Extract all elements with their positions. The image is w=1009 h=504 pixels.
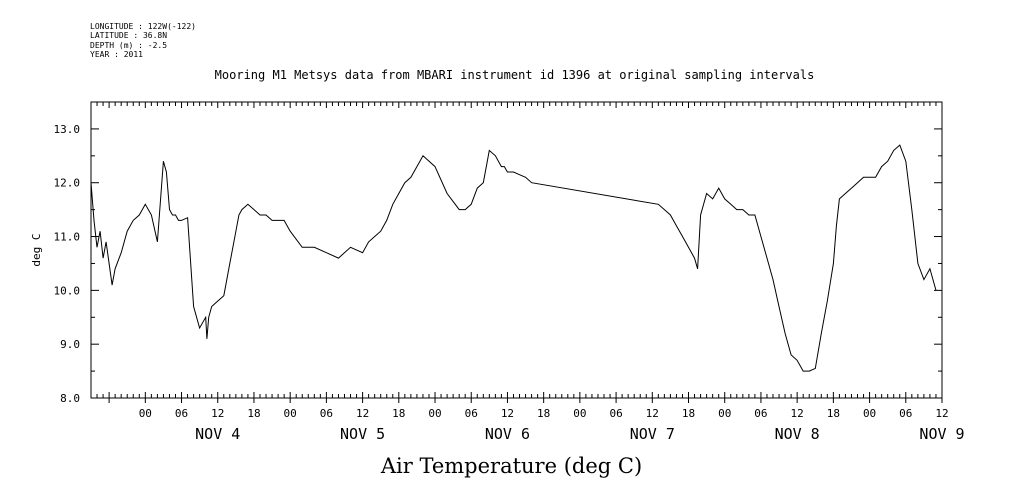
x-tick-label: 06 xyxy=(465,407,478,420)
x-tick-label: 06 xyxy=(175,407,188,420)
y-axis-label: deg C xyxy=(30,233,43,266)
x-tick-label: 18 xyxy=(392,407,405,420)
x-tick-label: 00 xyxy=(139,407,152,420)
day-label: NOV 4 xyxy=(195,425,240,443)
plot-frame xyxy=(90,101,943,399)
y-tick-label: 9.0 xyxy=(60,338,80,351)
x-tick-label: 18 xyxy=(682,407,695,420)
x-tick-label: 00 xyxy=(428,407,441,420)
x-tick-label: 12 xyxy=(646,407,659,420)
y-tick-label: 11.0 xyxy=(54,231,81,244)
y-tick-label: 10.0 xyxy=(54,284,81,297)
x-tick-label: 12 xyxy=(356,407,369,420)
x-tick-label: 06 xyxy=(320,407,333,420)
x-tick-label: 00 xyxy=(573,407,586,420)
x-tick-label: 18 xyxy=(247,407,260,420)
x-tick-label: 18 xyxy=(827,407,840,420)
x-tick-label: 12 xyxy=(501,407,514,420)
x-tick-label: 12 xyxy=(935,407,948,420)
year-label: YEAR : 2011 xyxy=(90,49,143,59)
x-tick-label: 06 xyxy=(899,407,912,420)
day-label: NOV 9 xyxy=(919,425,964,443)
x-tick-label: 00 xyxy=(863,407,876,420)
x-tick-label: 18 xyxy=(537,407,550,420)
y-tick-label: 8.0 xyxy=(60,392,80,405)
latitude-label: LATITUDE : 36.8N xyxy=(90,31,168,41)
variable-title: Air Temperature (deg C) xyxy=(380,454,643,478)
day-label: NOV 6 xyxy=(485,425,530,443)
x-tick-label: 12 xyxy=(791,407,804,420)
axis-labels: 00 06 12 18 00 06 12 18 00 06 12 18 00 06 12 18 00 06 12 18… xyxy=(54,123,965,443)
day-label: NOV 8 xyxy=(775,425,820,443)
y-tick-label: 13.0 xyxy=(54,123,81,136)
day-label: NOV 7 xyxy=(630,425,675,443)
axis-ticks xyxy=(90,102,943,403)
depth-label: DEPTH (m) : -2.5 xyxy=(90,40,168,50)
x-tick-label: 06 xyxy=(754,407,767,420)
y-tick-label: 12.0 xyxy=(54,177,81,190)
day-label: NOV 5 xyxy=(340,425,385,443)
chart-title: Mooring M1 Metsys data from MBARI instru… xyxy=(214,68,815,82)
metadata-block: LONGITUDE : 122W(-122) LATITUDE : 36.8N DE… xyxy=(90,22,196,59)
x-tick-label: 00 xyxy=(284,407,297,420)
series-line-0 xyxy=(90,144,937,372)
longitude-label: LONGITUDE : 122W(-122) xyxy=(90,22,196,31)
x-tick-label: 00 xyxy=(718,407,731,420)
x-tick-label: 12 xyxy=(211,407,224,420)
x-tick-label: 06 xyxy=(609,407,622,420)
